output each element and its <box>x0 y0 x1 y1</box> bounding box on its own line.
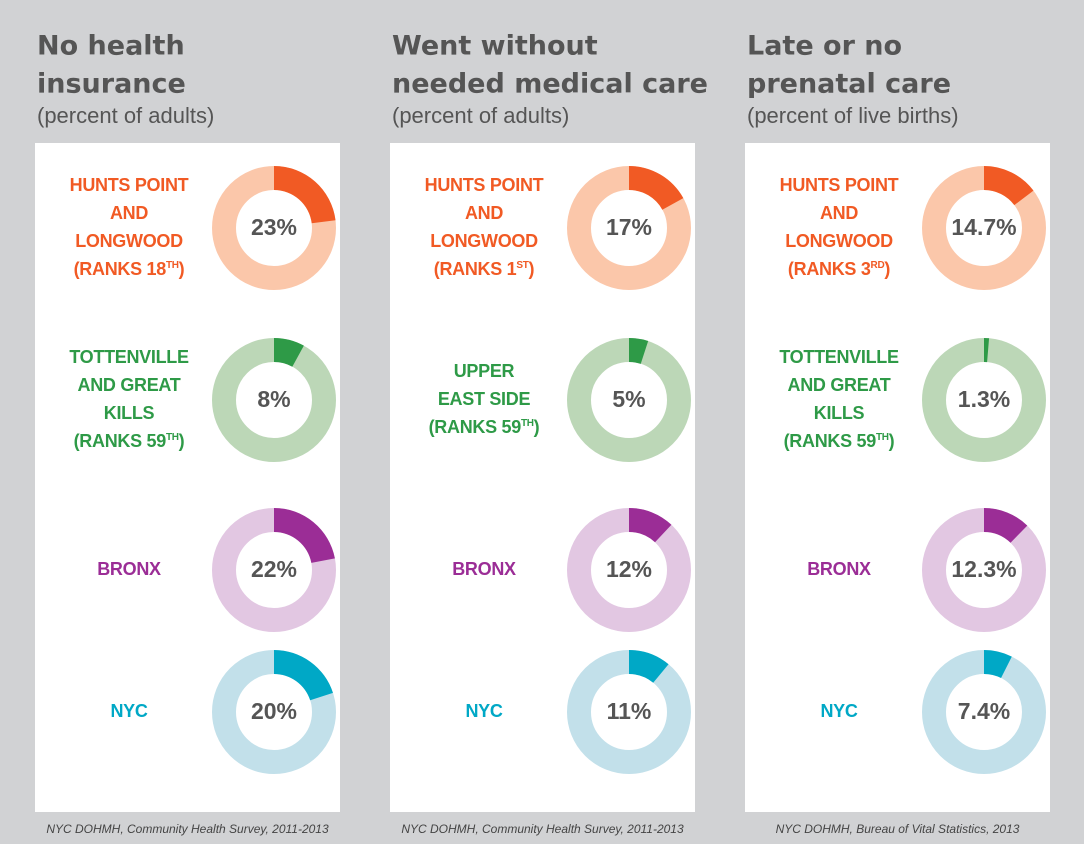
source: NYC DOHMH, Community Health Survey, 2011… <box>401 822 684 836</box>
rank-close: ) <box>529 259 535 279</box>
category-label: AND GREAT <box>788 375 891 395</box>
rank-suffix: TH <box>166 260 179 271</box>
source: NYC DOHMH, Community Health Survey, 2011… <box>46 822 329 836</box>
donut-slice <box>274 508 335 563</box>
donut-slice <box>274 338 304 367</box>
rank-label: (RANKS 59TH) <box>784 431 895 451</box>
category-label: EAST SIDE <box>438 389 531 409</box>
value-label: 17% <box>606 214 652 240</box>
value-label: 7.4% <box>958 698 1010 724</box>
rank-suffix: TH <box>521 418 534 429</box>
rank-suffix: ST <box>516 260 528 271</box>
rank-close: ) <box>179 431 185 451</box>
category-label: HUNTS POINT <box>70 175 189 195</box>
donut-slice <box>984 338 990 363</box>
rank-label: (RANKS 1ST) <box>434 259 535 279</box>
value-label: 5% <box>612 386 645 412</box>
value-label: 14.7% <box>951 214 1016 240</box>
panel-title: Late or no <box>747 31 902 62</box>
category-label: TOTTENVILLE <box>779 347 899 367</box>
panel-title: Went without <box>392 31 598 62</box>
rank-close: ) <box>179 259 185 279</box>
donut-slice <box>629 338 649 364</box>
rank-label: (RANKS 18TH) <box>74 259 185 279</box>
rank-suffix: RD <box>871 260 885 271</box>
panel-title: needed medical care <box>392 69 708 100</box>
category-label: LONGWOOD <box>430 231 538 251</box>
donut-slice <box>629 166 684 210</box>
rank-suffix: TH <box>166 432 179 443</box>
category-label: NYC <box>820 701 857 721</box>
rank-suffix: TH <box>876 432 889 443</box>
rank-text: (RANKS 3 <box>788 259 871 279</box>
value-label: 8% <box>257 386 290 412</box>
value-label: 1.3% <box>958 386 1010 412</box>
panel <box>35 143 340 812</box>
panel-title: prenatal care <box>747 69 951 100</box>
category-label: AND <box>820 203 858 223</box>
panel-title: No health <box>37 31 185 62</box>
category-label: AND <box>110 203 148 223</box>
category-label: LONGWOOD <box>785 231 893 251</box>
source: NYC DOHMH, Bureau of Vital Statistics, 2… <box>776 822 1020 836</box>
rank-text: (RANKS 59 <box>429 417 522 437</box>
value-label: 12% <box>606 556 652 582</box>
donut-slice <box>274 166 336 224</box>
donut-slice <box>629 508 672 543</box>
rank-label: (RANKS 59TH) <box>429 417 540 437</box>
donut-slice <box>984 166 1034 206</box>
rank-close: ) <box>889 431 895 451</box>
category-label: TOTTENVILLE <box>69 347 189 367</box>
category-label: BRONX <box>97 559 161 579</box>
rank-close: ) <box>884 259 890 279</box>
panel-title: insurance <box>37 69 186 100</box>
category-label: KILLS <box>104 403 155 423</box>
category-label: AND GREAT <box>78 375 181 395</box>
rank-text: (RANKS 1 <box>434 259 517 279</box>
category-label: HUNTS POINT <box>780 175 899 195</box>
donut-slice <box>984 508 1028 543</box>
category-label: UPPER <box>454 361 515 381</box>
category-label: KILLS <box>814 403 865 423</box>
value-label: 11% <box>607 698 652 724</box>
donut-slice <box>629 650 669 683</box>
category-label: LONGWOOD <box>75 231 183 251</box>
panel-subtitle: (percent of adults) <box>392 103 569 128</box>
category-label: NYC <box>110 701 147 721</box>
category-label: BRONX <box>452 559 516 579</box>
donut-slice <box>274 650 333 701</box>
category-label: AND <box>465 203 503 223</box>
category-label: HUNTS POINT <box>425 175 544 195</box>
panel-subtitle: (percent of adults) <box>37 103 214 128</box>
panel-subtitle: (percent of live births) <box>747 103 959 128</box>
rank-text: (RANKS 59 <box>784 431 877 451</box>
panel <box>745 143 1050 812</box>
rank-label: (RANKS 3RD) <box>788 259 890 279</box>
donut-slice <box>984 650 1012 679</box>
panel <box>390 143 695 812</box>
rank-text: (RANKS 18 <box>74 259 167 279</box>
value-label: 20% <box>251 698 297 724</box>
rank-close: ) <box>534 417 540 437</box>
value-label: 22% <box>251 556 297 582</box>
rank-label: (RANKS 59TH) <box>74 431 185 451</box>
value-label: 12.3% <box>951 556 1016 582</box>
category-label: BRONX <box>807 559 871 579</box>
rank-text: (RANKS 59 <box>74 431 167 451</box>
category-label: NYC <box>465 701 502 721</box>
value-label: 23% <box>251 214 297 240</box>
